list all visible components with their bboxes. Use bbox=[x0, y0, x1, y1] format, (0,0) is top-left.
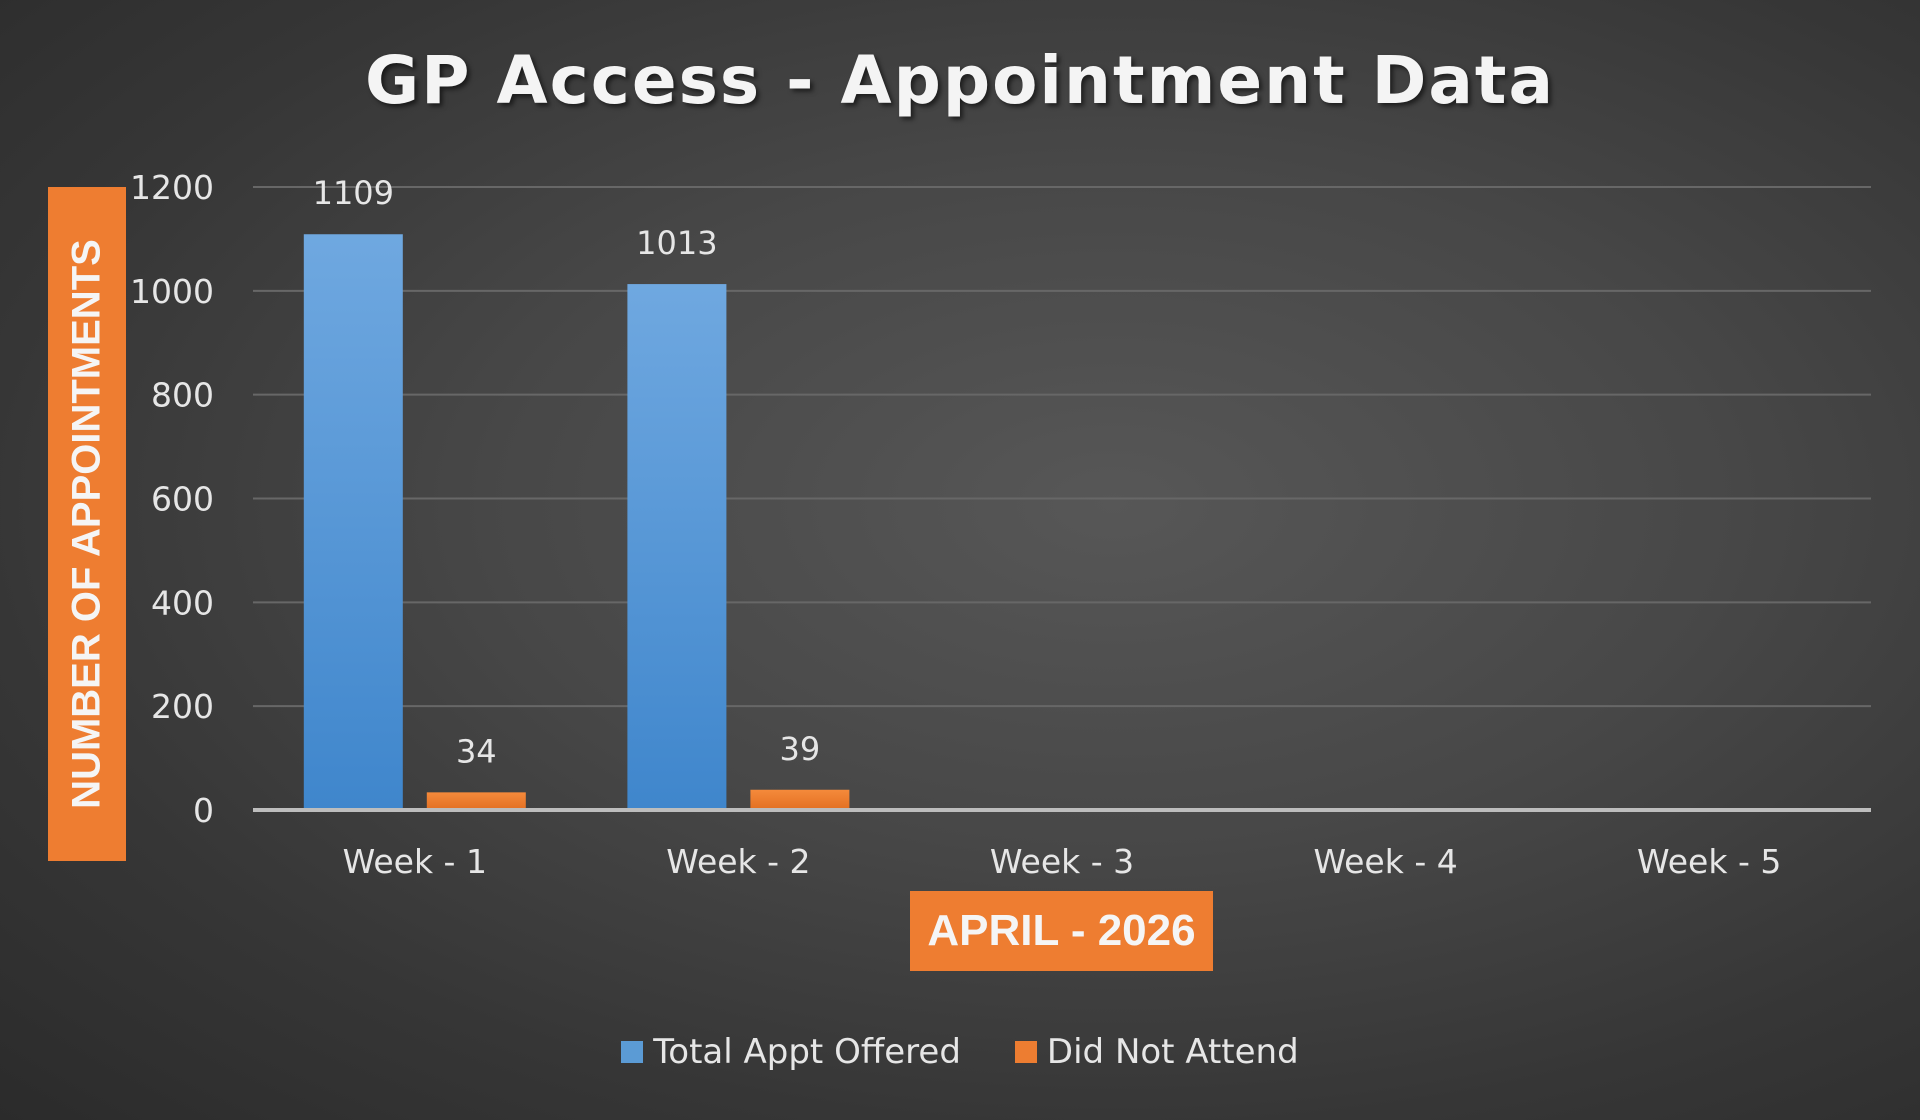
bar-total-appt bbox=[303, 234, 403, 811]
legend-item-total: Total Appt Offered bbox=[621, 1032, 961, 1072]
y-axis-label-box bbox=[48, 187, 126, 861]
legend-label-total: Total Appt Offered bbox=[653, 1032, 961, 1072]
x-axis-label-box: APRIL - 2026 bbox=[910, 891, 1213, 971]
x-tick-label: Week - 4 bbox=[1313, 842, 1457, 881]
y-tick-label: 1200 bbox=[130, 168, 214, 207]
bar-did-not-attend bbox=[750, 789, 850, 810]
legend-swatch-total bbox=[621, 1041, 644, 1063]
x-tick-label: Week - 5 bbox=[1637, 842, 1781, 881]
data-label: 39 bbox=[780, 730, 821, 768]
bar-did-not-attend bbox=[426, 792, 526, 810]
data-label: 34 bbox=[456, 732, 497, 770]
y-axis-ticks: 0 200 400 600 800 1000 1200 bbox=[130, 168, 214, 830]
data-label: 1013 bbox=[636, 224, 717, 262]
data-label: 1109 bbox=[313, 174, 394, 212]
data-labels: 1109 1013 34 39 bbox=[313, 174, 821, 770]
x-axis-ticks: Week - 1 Week - 2 Week - 3 Week - 4 Week - 5 bbox=[343, 842, 1782, 881]
y-tick-label: 600 bbox=[151, 480, 214, 519]
bar-total-appt bbox=[627, 284, 727, 810]
legend-item-dna: Did Not Attend bbox=[1014, 1032, 1299, 1072]
x-tick-label: Week - 2 bbox=[666, 842, 810, 881]
bars bbox=[303, 234, 850, 811]
legend: Total Appt Offered Did Not Attend bbox=[0, 1032, 1920, 1072]
chart-title: GP Access - Appointment Data bbox=[364, 42, 1556, 119]
y-tick-label: 0 bbox=[193, 791, 214, 830]
x-tick-label: Week - 3 bbox=[990, 842, 1134, 881]
y-tick-label: 400 bbox=[151, 583, 214, 622]
legend-swatch-dna bbox=[1014, 1041, 1037, 1063]
legend-label-dna: Did Not Attend bbox=[1046, 1032, 1299, 1072]
y-tick-label: 1000 bbox=[130, 272, 214, 311]
gridlines bbox=[253, 186, 1871, 708]
x-axis-label: APRIL - 2026 bbox=[927, 906, 1196, 955]
y-tick-label: 800 bbox=[151, 376, 214, 415]
y-tick-label: 200 bbox=[151, 687, 214, 726]
x-tick-label: Week - 1 bbox=[343, 842, 487, 881]
